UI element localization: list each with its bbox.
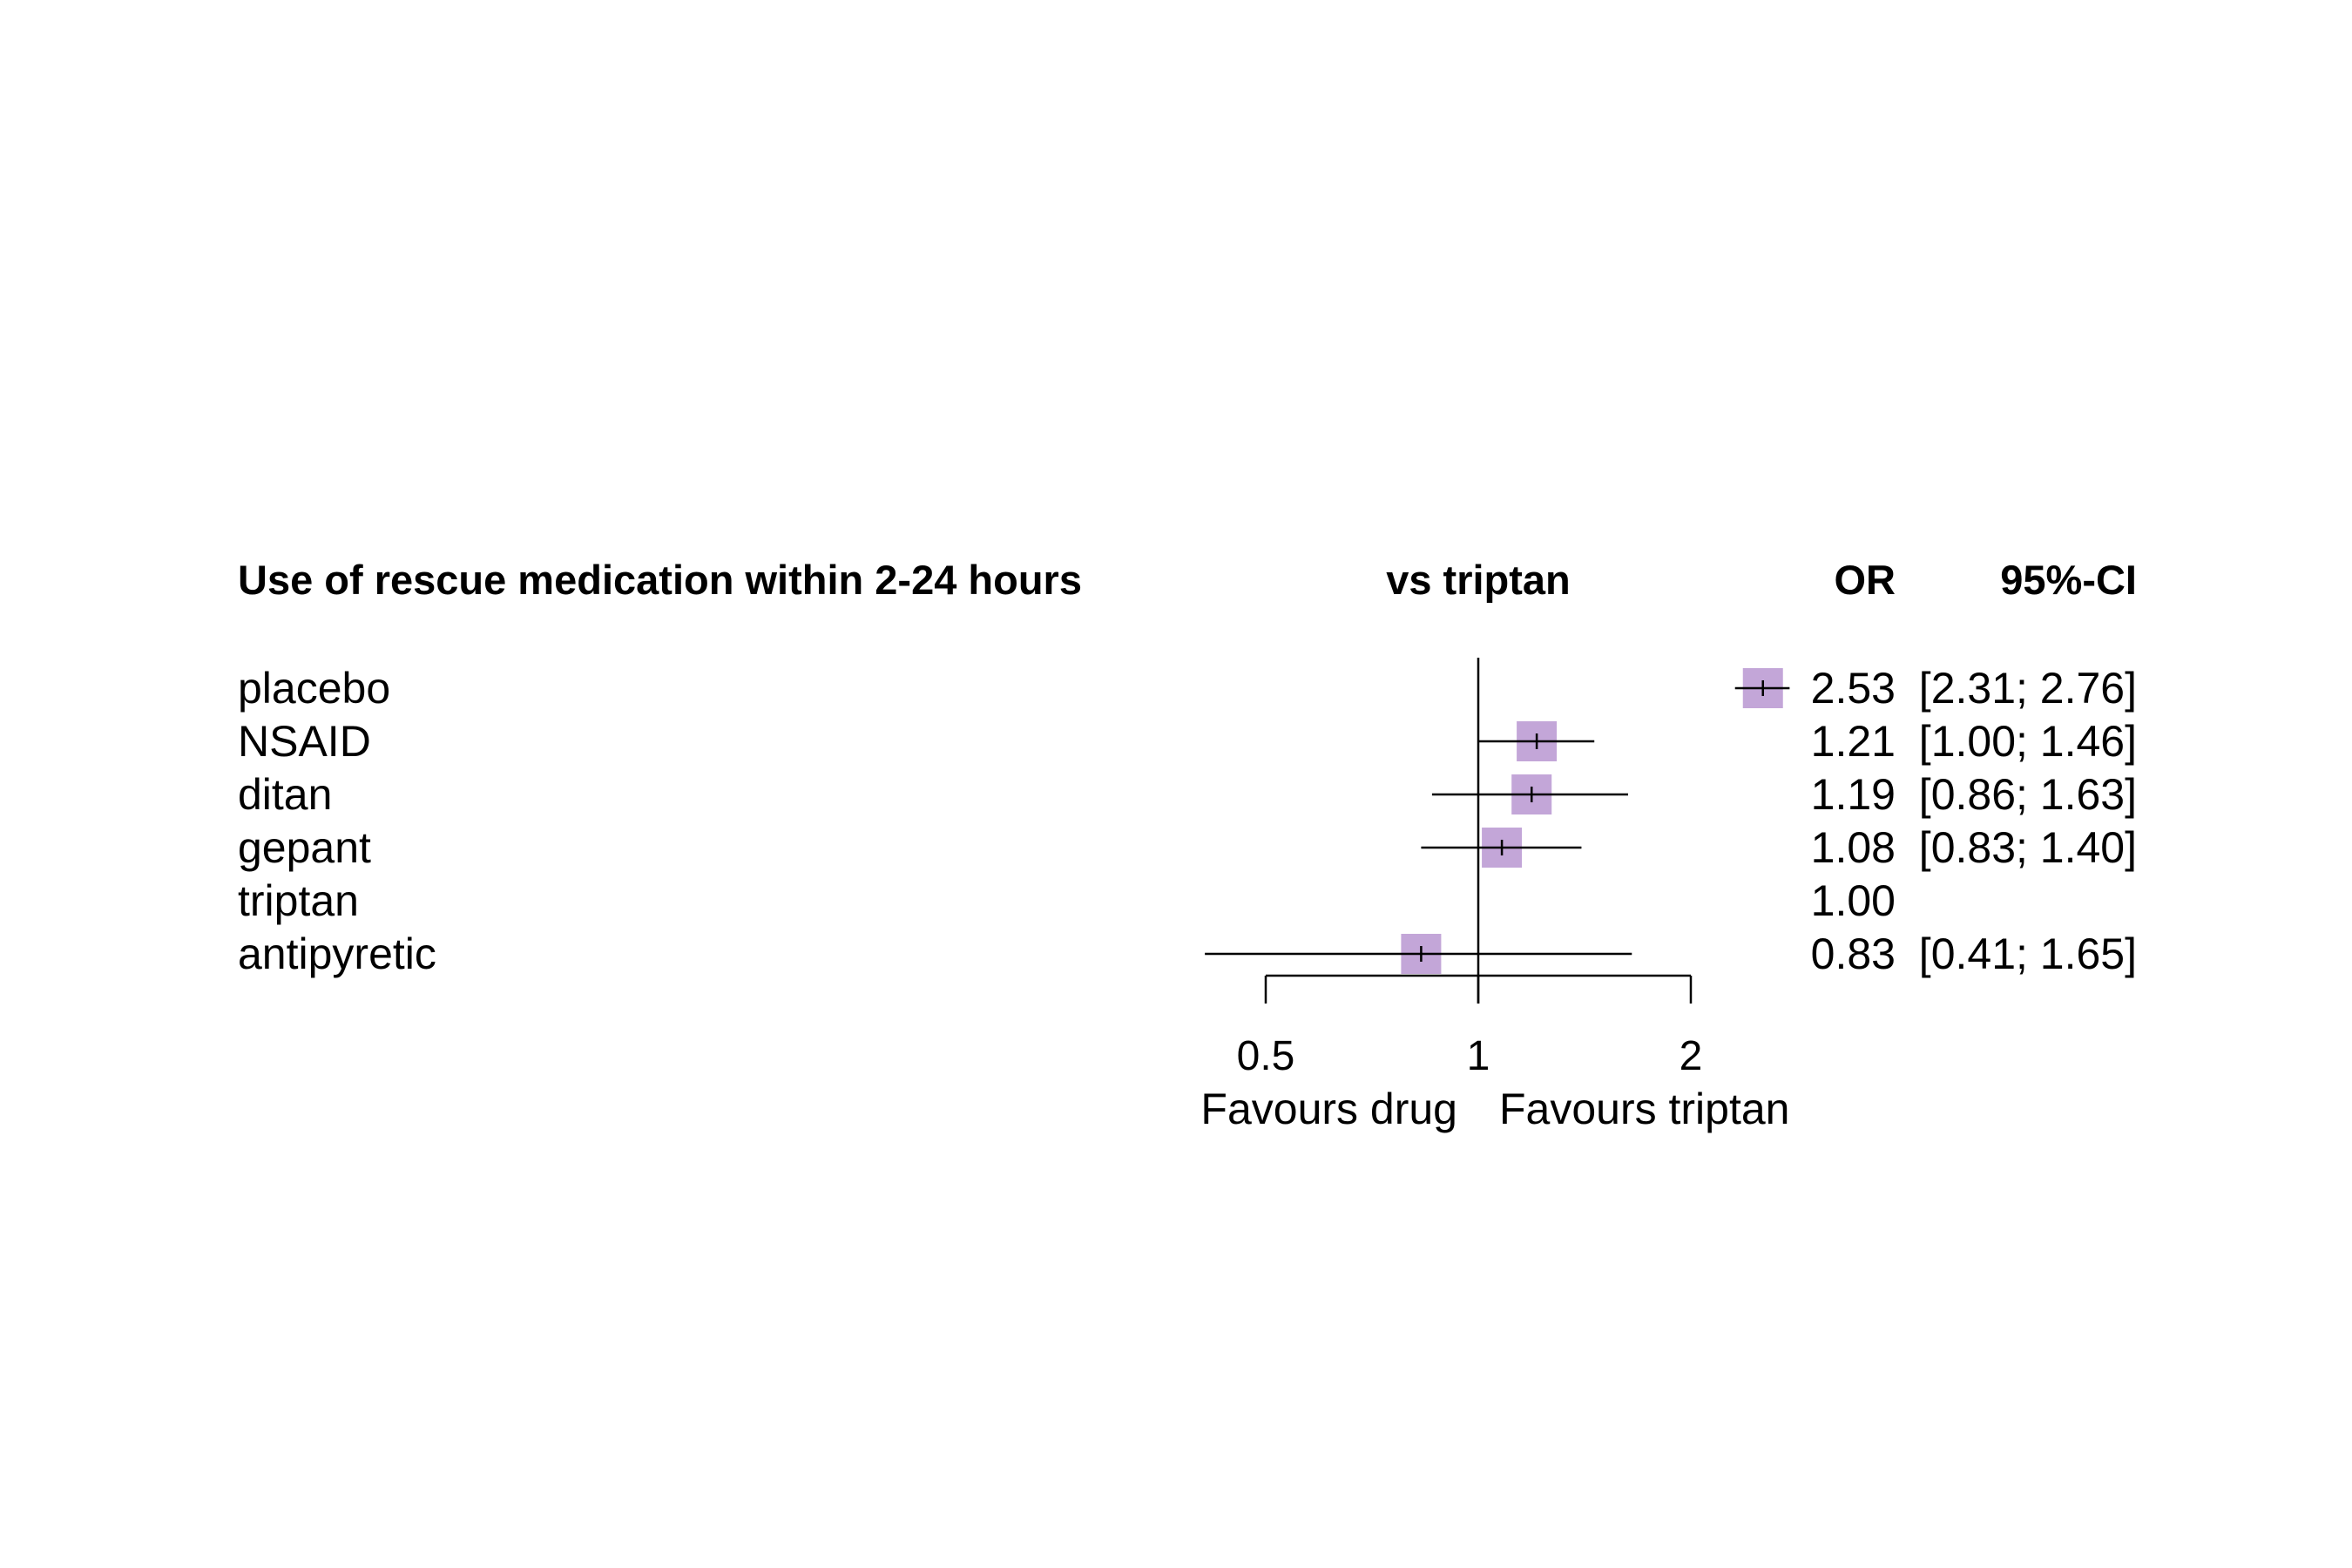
favours-left-label: Favours drug [1200, 1085, 1457, 1133]
ci-value: [0.86; 1.63] [1919, 770, 2137, 819]
or-value: 1.08 [1811, 823, 1896, 872]
favours-right-label: Favours triptan [1499, 1085, 1789, 1133]
axis-tick-label: 0.5 [1237, 1033, 1295, 1079]
or-value: 0.83 [1811, 929, 1896, 978]
axis-tick-label: 2 [1680, 1033, 1703, 1079]
row-label: ditan [238, 770, 332, 819]
comparison-header: vs triptan [1386, 557, 1571, 603]
plot-title: Use of rescue medication within 2-24 hou… [238, 557, 1082, 603]
row-label: triptan [238, 876, 359, 925]
ci-value: [0.83; 1.40] [1919, 823, 2137, 872]
row-label: placebo [238, 664, 390, 713]
ci-value: [1.00; 1.46] [1919, 717, 2137, 766]
axis-tick-label: 1 [1467, 1033, 1490, 1079]
x-axis: 0.5 1 2 [1237, 658, 1703, 1079]
or-value: 1.00 [1811, 876, 1896, 925]
forest-rows: placebo 2.53 [2.31; 2.76] NSAID 1.21 [1.00; 1… [238, 664, 2137, 978]
row-label: gepant [238, 823, 371, 872]
or-value: 1.21 [1811, 717, 1896, 766]
or-value: 1.19 [1811, 770, 1896, 819]
row-label: NSAID [238, 717, 371, 766]
row-label: antipyretic [238, 929, 436, 978]
or-header: OR [1835, 557, 1896, 603]
or-value: 2.53 [1811, 664, 1896, 713]
ci-value: [2.31; 2.76] [1919, 664, 2137, 713]
ci-header: 95%-CI [2000, 557, 2137, 603]
ci-value: [0.41; 1.65] [1919, 929, 2137, 978]
